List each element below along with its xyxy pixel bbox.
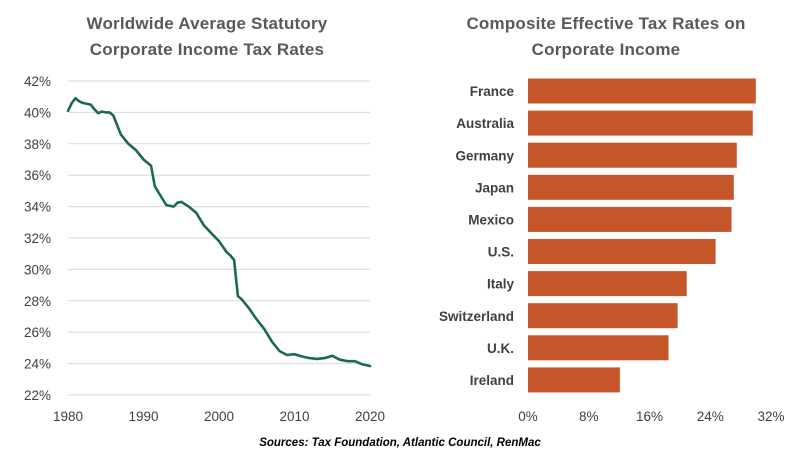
bar-chart-bar bbox=[528, 206, 732, 232]
line-chart-y-tick-label: 42% bbox=[24, 74, 51, 89]
line-chart-y-tick-label: 22% bbox=[24, 388, 51, 403]
line-chart-x-tick-label: 1980 bbox=[53, 409, 83, 424]
bar-chart-bar bbox=[528, 367, 620, 393]
bar-chart-category-label: France bbox=[470, 84, 515, 99]
line-chart-x-tick-label: 1990 bbox=[128, 409, 158, 424]
line-chart-y-tick-label: 28% bbox=[24, 294, 51, 309]
bar-chart-category-label: Italy bbox=[487, 277, 515, 292]
line-chart-x-tick-label: 2000 bbox=[204, 409, 234, 424]
line-chart: Worldwide Average Statutory Corporate In… bbox=[24, 14, 385, 424]
line-chart-y-tick-label: 24% bbox=[24, 357, 51, 372]
line-chart-series-line bbox=[66, 97, 372, 368]
line-chart-x-tick-label: 2020 bbox=[355, 409, 385, 424]
line-chart-y-tick-label: 36% bbox=[24, 168, 51, 183]
bar-chart-x-tick-label: 0% bbox=[518, 409, 538, 424]
bar-chart-x-tick-label: 32% bbox=[757, 409, 784, 424]
bar-chart-title-line-1: Composite Effective Tax Rates on bbox=[466, 14, 745, 33]
bar-chart-bar bbox=[528, 174, 734, 200]
bar-chart-category-label: U.S. bbox=[488, 245, 514, 260]
line-chart-y-tick-labels: 22% 24% 26% 28% 30% 32% 34% 36% 38% 40% 42% bbox=[24, 74, 51, 403]
bar-chart-bars bbox=[528, 78, 756, 393]
bar-chart-bar bbox=[528, 110, 753, 136]
line-chart-y-tick-label: 38% bbox=[24, 137, 51, 152]
bar-chart-x-tick-labels: 0% 8% 16% 24% 32% bbox=[518, 409, 784, 424]
bar-chart-title-line-2: Corporate Income bbox=[532, 40, 681, 59]
line-chart-gridlines bbox=[68, 80, 370, 396]
line-chart-y-tick-label: 40% bbox=[24, 105, 51, 120]
bar-chart-category-label: Germany bbox=[455, 148, 514, 163]
bar-chart-category-label: Japan bbox=[475, 180, 514, 195]
line-chart-title-line-2: Corporate Income Tax Rates bbox=[90, 40, 324, 59]
bar-chart-bar bbox=[528, 239, 716, 264]
bar-chart-category-label: Switzerland bbox=[439, 309, 514, 324]
bar-chart-category-label: Australia bbox=[456, 116, 514, 131]
bar-chart-bar bbox=[528, 78, 756, 104]
line-chart-y-tick-label: 30% bbox=[24, 262, 51, 277]
bar-chart: Composite Effective Tax Rates on Corpora… bbox=[439, 14, 785, 424]
bar-chart-x-tick-label: 24% bbox=[697, 409, 724, 424]
bar-chart-category-labels: France Australia Germany Japan Mexico U.S. Ita… bbox=[439, 84, 515, 388]
line-chart-y-tick-label: 26% bbox=[24, 325, 51, 340]
line-chart-series bbox=[66, 97, 372, 368]
bar-chart-bar bbox=[528, 303, 678, 329]
bar-chart-x-tick-label: 16% bbox=[636, 409, 663, 424]
bar-chart-bar bbox=[528, 271, 687, 297]
bar-chart-category-label: Ireland bbox=[470, 373, 514, 388]
line-chart-y-tick-label: 32% bbox=[24, 231, 51, 246]
line-chart-x-tick-labels: 1980 1990 2000 2010 2020 bbox=[53, 409, 385, 424]
bar-chart-bar bbox=[528, 142, 737, 168]
source-note: Sources: Tax Foundation, Atlantic Counci… bbox=[259, 437, 541, 449]
bar-chart-category-label: U.K. bbox=[487, 341, 514, 356]
line-chart-title-line-1: Worldwide Average Statutory bbox=[87, 14, 328, 33]
bar-chart-category-label: Mexico bbox=[468, 212, 514, 227]
line-chart-y-tick-label: 34% bbox=[24, 200, 51, 215]
line-chart-x-tick-label: 2010 bbox=[279, 409, 309, 424]
bar-chart-bar bbox=[528, 335, 669, 361]
bar-chart-x-tick-label: 8% bbox=[579, 409, 599, 424]
